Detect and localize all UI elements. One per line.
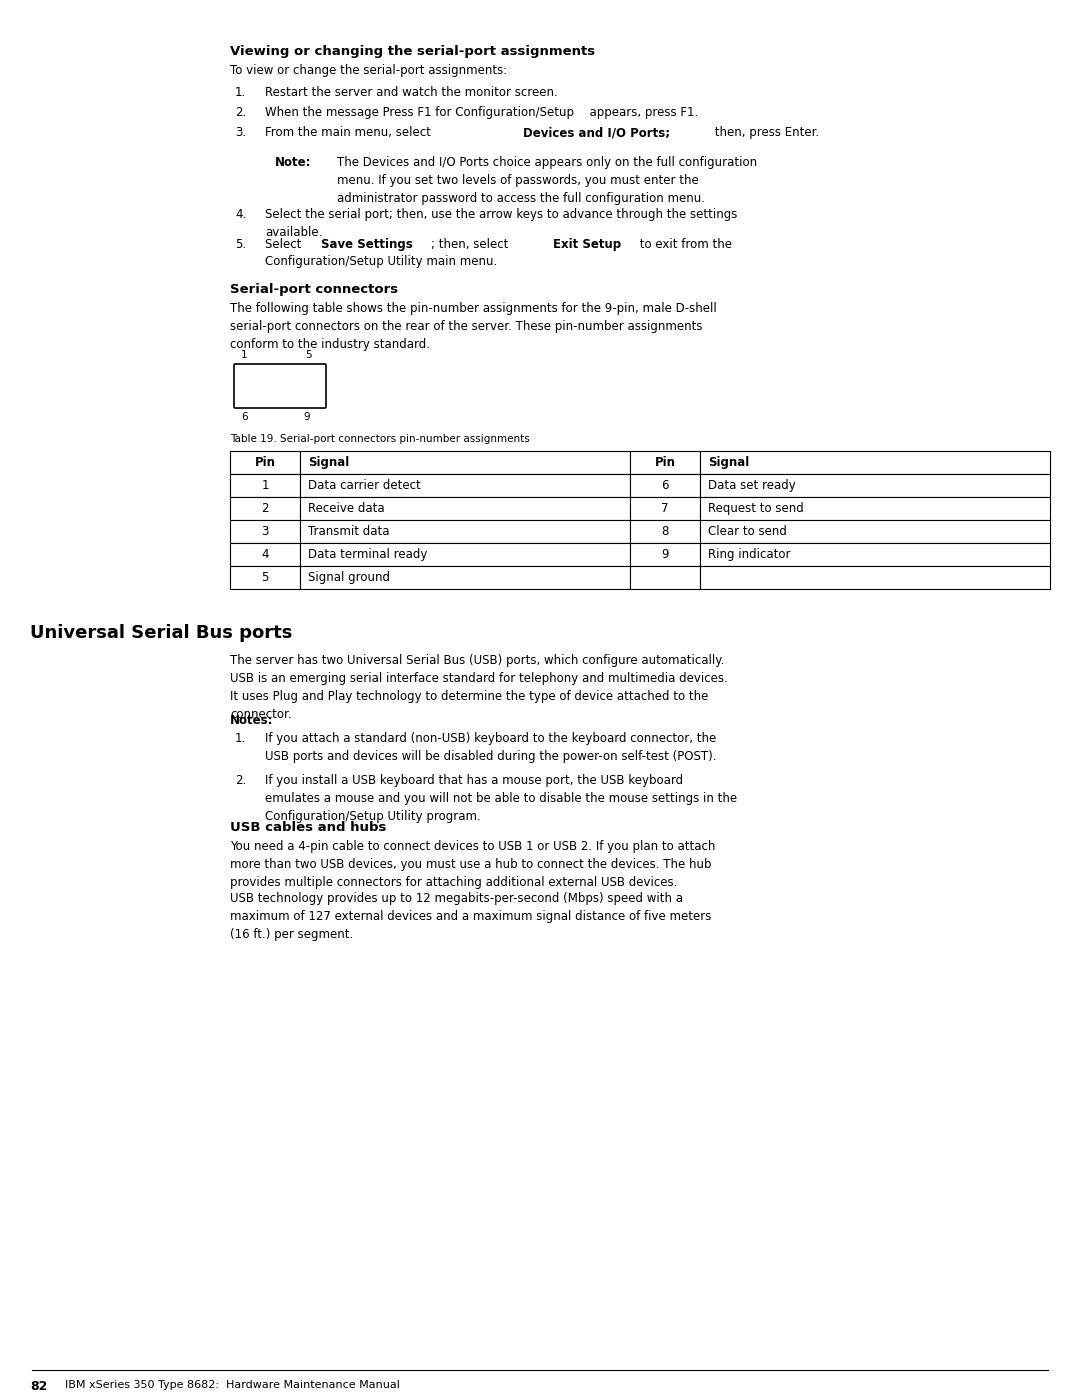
Text: Receive data: Receive data bbox=[308, 502, 384, 515]
Circle shape bbox=[257, 372, 264, 379]
Text: 9: 9 bbox=[661, 548, 669, 562]
Text: Select: Select bbox=[265, 237, 306, 251]
Text: The Devices and I/O Ports choice appears only on the full configuration
menu. If: The Devices and I/O Ports choice appears… bbox=[337, 156, 757, 205]
Text: 1: 1 bbox=[261, 479, 269, 492]
Text: 1: 1 bbox=[241, 351, 247, 360]
Circle shape bbox=[296, 390, 302, 397]
Text: Serial-port connectors: Serial-port connectors bbox=[230, 284, 399, 296]
Bar bbox=[230, 451, 300, 474]
Text: You need a 4-pin cable to connect devices to USB 1 or USB 2. If you plan to atta: You need a 4-pin cable to connect device… bbox=[230, 840, 715, 888]
Text: 5: 5 bbox=[261, 571, 269, 584]
Bar bbox=[230, 497, 300, 520]
Circle shape bbox=[280, 390, 287, 397]
Text: 4.: 4. bbox=[235, 208, 246, 221]
Text: Data set ready: Data set ready bbox=[708, 479, 796, 492]
FancyBboxPatch shape bbox=[234, 365, 326, 408]
Text: The server has two Universal Serial Bus (USB) ports, which configure automatical: The server has two Universal Serial Bus … bbox=[230, 654, 728, 721]
Text: From the main menu, select: From the main menu, select bbox=[265, 126, 434, 138]
Bar bbox=[630, 543, 700, 566]
Text: When the message Press F1 for Configuration/Setup  appears, press F1.: When the message Press F1 for Configurat… bbox=[265, 106, 699, 119]
Text: Ring indicator: Ring indicator bbox=[708, 548, 791, 562]
Text: Save Settings: Save Settings bbox=[321, 237, 413, 251]
Bar bbox=[230, 566, 300, 590]
Circle shape bbox=[265, 390, 271, 397]
Text: 1.: 1. bbox=[235, 732, 246, 745]
Bar bbox=[630, 566, 700, 590]
Text: Transmit data: Transmit data bbox=[308, 525, 390, 538]
Bar bbox=[230, 520, 300, 543]
Bar bbox=[230, 543, 300, 566]
Text: Clear to send: Clear to send bbox=[708, 525, 787, 538]
Text: 82: 82 bbox=[30, 1380, 48, 1393]
Circle shape bbox=[242, 372, 248, 379]
Text: Signal: Signal bbox=[308, 455, 349, 469]
Text: If you install a USB keyboard that has a mouse port, the USB keyboard
emulates a: If you install a USB keyboard that has a… bbox=[265, 774, 738, 823]
Circle shape bbox=[288, 372, 295, 379]
Text: 5: 5 bbox=[305, 351, 312, 360]
Bar bbox=[230, 474, 300, 497]
Text: Table 19. Serial-port connectors pin-number assignments: Table 19. Serial-port connectors pin-num… bbox=[230, 434, 530, 444]
Text: Universal Serial Bus ports: Universal Serial Bus ports bbox=[30, 624, 293, 643]
Bar bbox=[630, 451, 700, 474]
Text: Restart the server and watch the monitor screen.: Restart the server and watch the monitor… bbox=[265, 87, 557, 99]
Bar bbox=[700, 543, 1050, 566]
Text: Select the serial port; then, use the arrow keys to advance through the settings: Select the serial port; then, use the ar… bbox=[265, 208, 738, 239]
Circle shape bbox=[272, 372, 280, 379]
Text: Note:: Note: bbox=[275, 156, 311, 169]
Text: to exit from the: to exit from the bbox=[636, 237, 732, 251]
Text: Signal: Signal bbox=[708, 455, 750, 469]
Text: then, press Enter.: then, press Enter. bbox=[711, 126, 820, 138]
Text: 3: 3 bbox=[261, 525, 269, 538]
Text: Exit Setup: Exit Setup bbox=[553, 237, 621, 251]
Text: 6: 6 bbox=[241, 412, 247, 422]
Text: 9: 9 bbox=[303, 412, 310, 422]
Bar bbox=[700, 474, 1050, 497]
Text: Configuration/Setup Utility main menu.: Configuration/Setup Utility main menu. bbox=[265, 256, 497, 268]
Text: 2: 2 bbox=[261, 502, 269, 515]
Bar bbox=[300, 474, 630, 497]
Text: Data carrier detect: Data carrier detect bbox=[308, 479, 421, 492]
Bar bbox=[300, 520, 630, 543]
Text: The following table shows the pin-number assignments for the 9-pin, male D-shell: The following table shows the pin-number… bbox=[230, 302, 717, 351]
Text: 7: 7 bbox=[661, 502, 669, 515]
Bar bbox=[630, 497, 700, 520]
Text: 2.: 2. bbox=[235, 774, 246, 787]
Circle shape bbox=[303, 372, 311, 379]
Text: Request to send: Request to send bbox=[708, 502, 804, 515]
Text: Pin: Pin bbox=[255, 455, 275, 469]
Text: 5.: 5. bbox=[235, 237, 246, 251]
Bar bbox=[300, 566, 630, 590]
Bar bbox=[630, 474, 700, 497]
Text: IBM xSeries 350 Type 8682:  Hardware Maintenance Manual: IBM xSeries 350 Type 8682: Hardware Main… bbox=[65, 1380, 400, 1390]
Text: USB cables and hubs: USB cables and hubs bbox=[230, 821, 387, 834]
Text: 6: 6 bbox=[661, 479, 669, 492]
Text: 8: 8 bbox=[661, 525, 669, 538]
Circle shape bbox=[249, 390, 256, 397]
Text: ; then, select: ; then, select bbox=[431, 237, 512, 251]
Bar bbox=[300, 543, 630, 566]
Bar bbox=[300, 451, 630, 474]
Text: Viewing or changing the serial-port assignments: Viewing or changing the serial-port assi… bbox=[230, 45, 595, 59]
Bar bbox=[700, 497, 1050, 520]
Text: 2.: 2. bbox=[235, 106, 246, 119]
Bar bbox=[700, 451, 1050, 474]
Text: 4: 4 bbox=[261, 548, 269, 562]
Text: Data terminal ready: Data terminal ready bbox=[308, 548, 428, 562]
Bar bbox=[300, 497, 630, 520]
Bar bbox=[700, 520, 1050, 543]
Text: Pin: Pin bbox=[654, 455, 675, 469]
Text: To view or change the serial-port assignments:: To view or change the serial-port assign… bbox=[230, 64, 508, 77]
Text: Notes:: Notes: bbox=[230, 714, 273, 726]
Bar bbox=[700, 566, 1050, 590]
Text: 3.: 3. bbox=[235, 126, 246, 138]
Text: USB technology provides up to 12 megabits-per-second (Mbps) speed with a
maximum: USB technology provides up to 12 megabit… bbox=[230, 893, 712, 942]
Text: Devices and I/O Ports;: Devices and I/O Ports; bbox=[523, 126, 670, 138]
Bar bbox=[630, 520, 700, 543]
Text: 1.: 1. bbox=[235, 87, 246, 99]
Text: Signal ground: Signal ground bbox=[308, 571, 390, 584]
Text: If you attach a standard (non-USB) keyboard to the keyboard connector, the
USB p: If you attach a standard (non-USB) keybo… bbox=[265, 732, 716, 763]
